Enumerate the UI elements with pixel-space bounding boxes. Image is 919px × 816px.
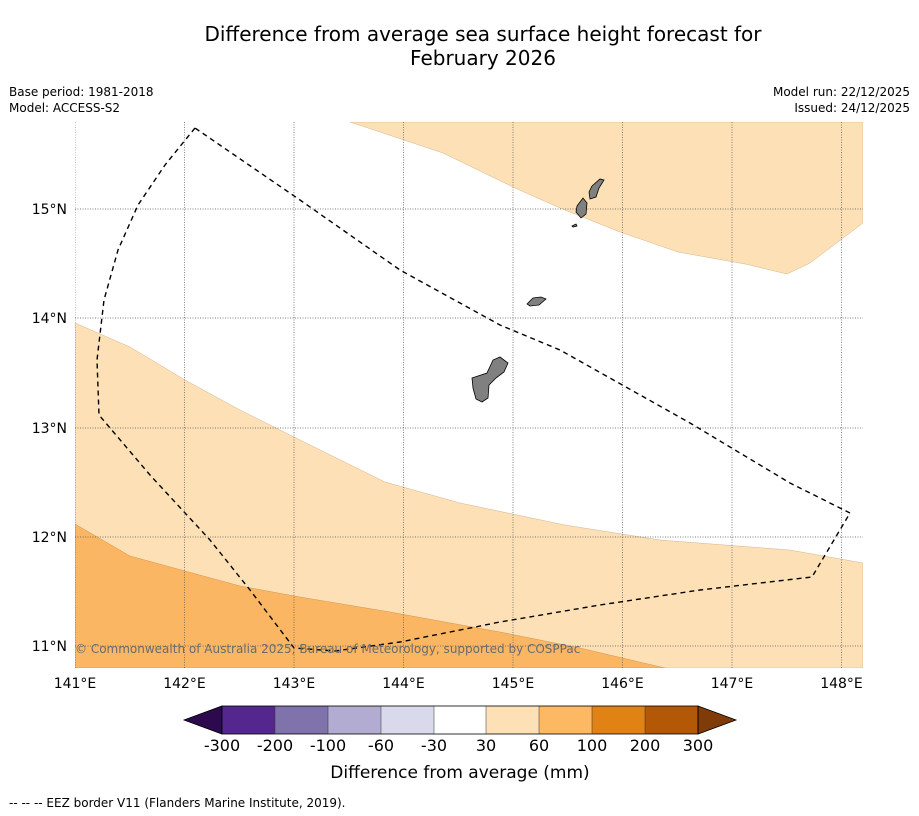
colorbar-tick-label: 300 xyxy=(683,736,714,755)
colorbar-tick-label: -300 xyxy=(204,736,240,755)
colorbar-tick-label: 100 xyxy=(577,736,608,755)
anomaly-band-30-60-north xyxy=(349,122,863,275)
copyright-text: © Commonwealth of Australia 2025, Bureau… xyxy=(75,642,580,656)
colorbar-swatch xyxy=(645,706,698,734)
colorbar-dividers xyxy=(274,706,646,734)
colorbar-tick-label: -60 xyxy=(368,736,394,755)
lon-label: 144°E xyxy=(382,676,425,692)
lon-label: 146°E xyxy=(601,676,644,692)
colorbar-swatch xyxy=(381,706,434,734)
colorbar-swatch xyxy=(222,706,275,734)
meta-right: Model run: 22/12/2025 Issued: 24/12/2025 xyxy=(773,84,910,116)
lat-label: 15°N xyxy=(32,202,67,218)
colorbar-tick-label: 60 xyxy=(529,736,549,755)
gridlines xyxy=(75,122,863,668)
model-text: Model: ACCESS-S2 xyxy=(9,101,121,115)
eez-border xyxy=(96,127,851,652)
colorbar-outline xyxy=(221,705,699,735)
aguijan-island xyxy=(571,223,578,228)
lat-label: 14°N xyxy=(32,311,67,327)
lat-label: 11°N xyxy=(32,639,67,655)
issued-text: Issued: 24/12/2025 xyxy=(794,101,910,115)
saipan-island xyxy=(588,178,605,200)
colorbar-swatch xyxy=(486,706,539,734)
colorbar-tick-label: -100 xyxy=(310,736,346,755)
lon-label: 147°E xyxy=(711,676,754,692)
tinian-island xyxy=(575,197,588,219)
lon-label: 142°E xyxy=(163,676,206,692)
colorbar-arrow-low xyxy=(182,705,223,735)
colorbar-swatch xyxy=(539,706,592,734)
colorbar-title: Difference from average (mm) xyxy=(330,763,589,783)
anomaly-band-30-60-south xyxy=(75,322,863,668)
lon-label: 145°E xyxy=(492,676,535,692)
colorbar-tick-label: 200 xyxy=(630,736,661,755)
colorbar-swatch xyxy=(434,706,486,734)
colorbar-swatch xyxy=(328,706,381,734)
latitude-labels: 15°N 14°N 13°N 12°N 11°N xyxy=(32,202,67,655)
meta-left: Base period: 1981-2018 Model: ACCESS-S2 xyxy=(9,84,154,116)
colorbar-tick-label: -30 xyxy=(421,736,447,755)
title-line-1: Difference from average sea surface heig… xyxy=(204,22,762,46)
colorbar-arrow-high xyxy=(697,705,738,735)
rota-island xyxy=(526,296,547,307)
map-title: Difference from average sea surface heig… xyxy=(0,22,919,70)
colorbar-tick-label: 30 xyxy=(476,736,496,755)
base-period-text: Base period: 1981-2018 xyxy=(9,85,154,99)
eez-legend-note: -- -- -- EEZ border V11 (Flanders Marine… xyxy=(9,796,346,810)
anomaly-band-60-100 xyxy=(75,523,666,668)
colorbar-tick-label: -200 xyxy=(257,736,293,755)
title-line-2: February 2026 xyxy=(410,46,556,70)
model-run-text: Model run: 22/12/2025 xyxy=(772,85,910,99)
longitude-labels: 141°E 142°E 143°E 144°E 145°E 146°E 147°… xyxy=(54,676,863,692)
map-area: © Commonwealth of Australia 2025, Bureau… xyxy=(75,122,863,668)
colorbar-swatch xyxy=(275,706,328,734)
colorbar: -300 -200 -100 -60 -30 30 60 100 200 300… xyxy=(182,705,738,783)
lon-label: 141°E xyxy=(54,676,97,692)
lon-label: 148°E xyxy=(820,676,863,692)
lon-label: 143°E xyxy=(273,676,316,692)
lat-label: 12°N xyxy=(32,530,67,546)
guam-island xyxy=(471,356,509,403)
colorbar-swatch xyxy=(592,706,645,734)
lat-label: 13°N xyxy=(32,421,67,437)
